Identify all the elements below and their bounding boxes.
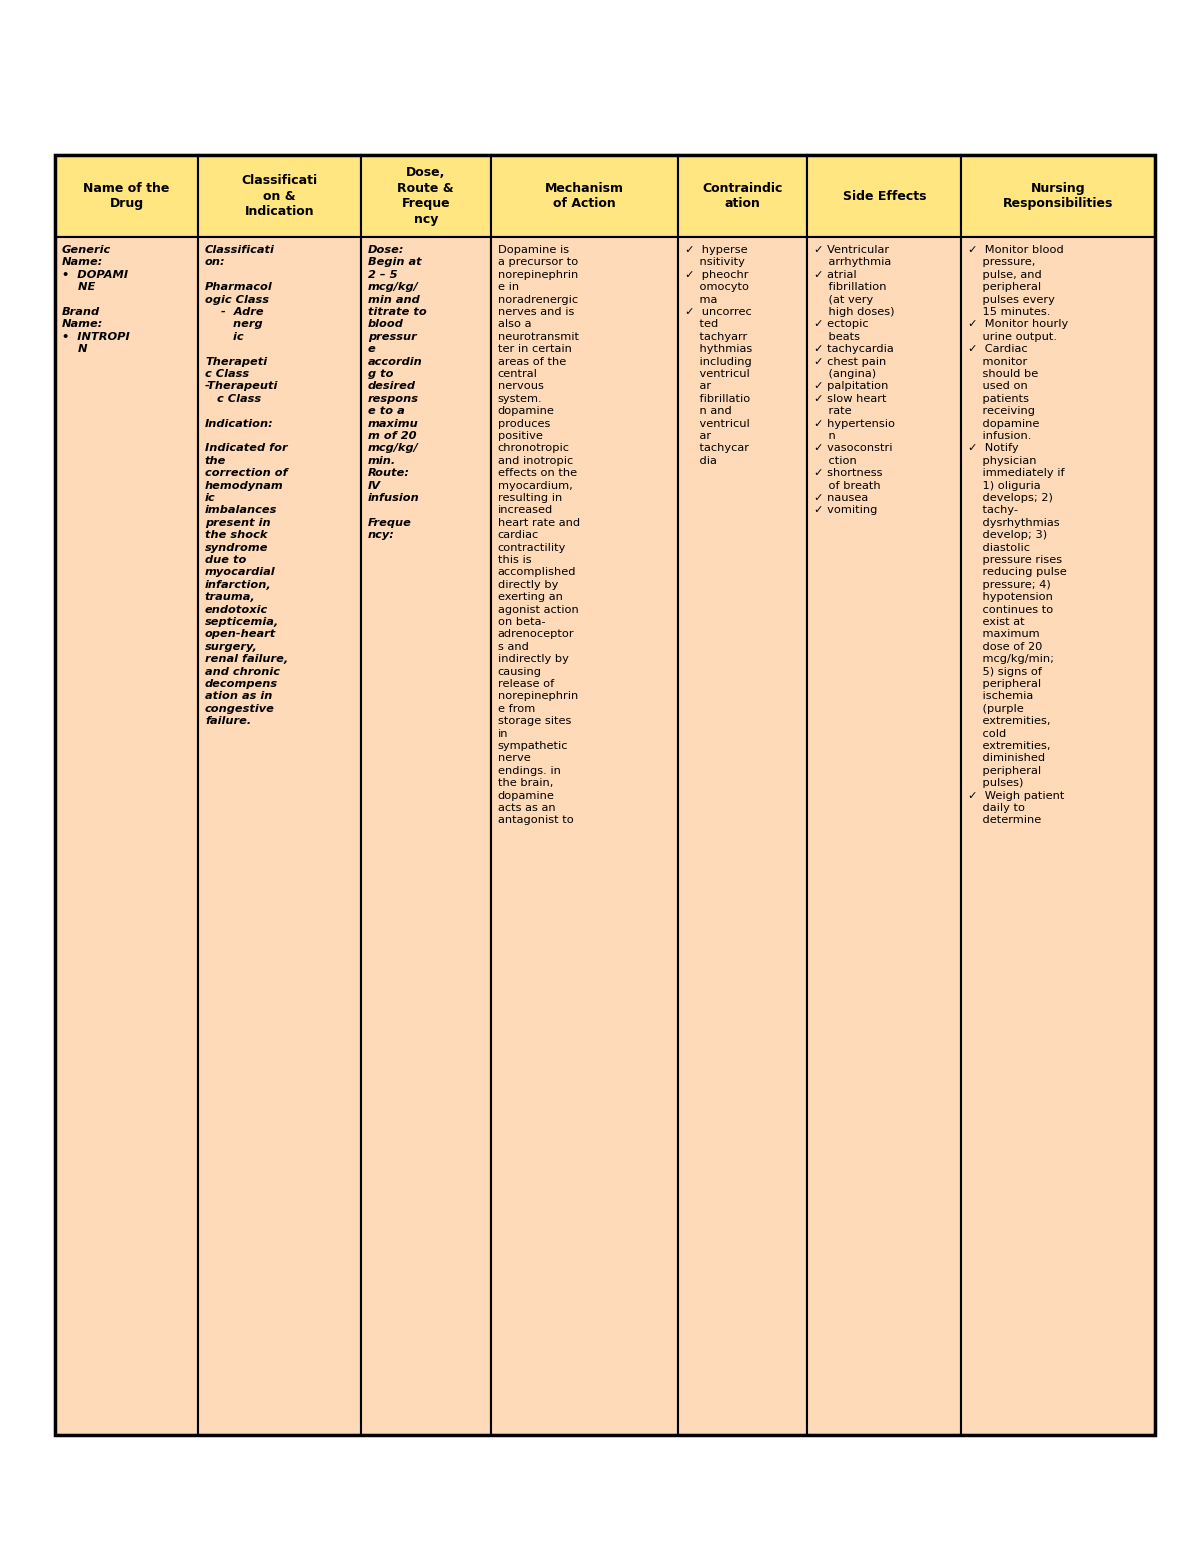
Text: Name of the
Drug: Name of the Drug xyxy=(83,182,169,210)
Text: ✓  Monitor blood
    pressure,
    pulse, and
    peripheral
    pulses every
  : ✓ Monitor blood pressure, pulse, and per… xyxy=(968,245,1069,825)
Bar xyxy=(678,238,808,1435)
Text: Side Effects: Side Effects xyxy=(842,189,926,202)
Bar xyxy=(198,238,361,1435)
Bar xyxy=(198,155,361,238)
Text: Classificati
on &
Indication: Classificati on & Indication xyxy=(241,174,318,217)
Bar xyxy=(55,155,1154,1435)
Bar xyxy=(961,238,1154,1435)
Bar xyxy=(678,155,808,238)
Text: Classificati
on:

Pharmacol
ogic Class
    -  Adre
       nerg
       ic

Therap: Classificati on: Pharmacol ogic Class - … xyxy=(205,245,288,727)
Text: Mechanism
of Action: Mechanism of Action xyxy=(545,182,624,210)
Text: Dose:
Begin at
2 – 5
mcg/kg/
min and
titrate to
blood
pressur
e
accordin
g to
de: Dose: Begin at 2 – 5 mcg/kg/ min and tit… xyxy=(368,245,426,540)
Bar xyxy=(361,238,491,1435)
Bar xyxy=(361,155,491,238)
Bar xyxy=(55,238,198,1435)
Bar xyxy=(55,155,198,238)
Text: Generic
Name:
•  DOPAMI
    NE

Brand
Name:
•  INTROPI
    N: Generic Name: • DOPAMI NE Brand Name: • … xyxy=(62,245,130,354)
Text: ✓ Ventricular
    arrhythmia
✓ atrial
    fibrillation
    (at very
    high dos: ✓ Ventricular arrhythmia ✓ atrial fibril… xyxy=(815,245,895,516)
Text: ✓  hyperse
    nsitivity
✓  pheochr
    omocyto
    ma
✓  uncorrec
    ted
    t: ✓ hyperse nsitivity ✓ pheochr omocyto ma… xyxy=(685,245,752,466)
Text: Contraindic
ation: Contraindic ation xyxy=(702,182,782,210)
Bar xyxy=(491,238,678,1435)
Bar xyxy=(491,155,678,238)
Text: Dose,
Route &
Freque
ncy: Dose, Route & Freque ncy xyxy=(397,166,454,225)
Text: Nursing
Responsibilities: Nursing Responsibilities xyxy=(1003,182,1114,210)
Bar xyxy=(961,155,1154,238)
Text: Dopamine is
a precursor to
norepinephrin
e in
noradrenergic
nerves and is
also a: Dopamine is a precursor to norepinephrin… xyxy=(498,245,580,825)
Bar xyxy=(808,155,961,238)
Bar xyxy=(808,238,961,1435)
